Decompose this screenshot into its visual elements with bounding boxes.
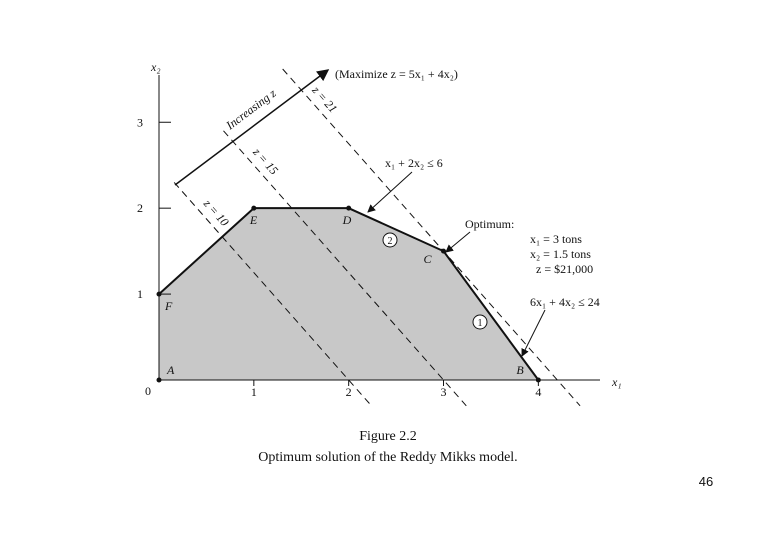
vertex bbox=[441, 248, 447, 254]
constraint-label: x₁ + 2x₂ ≤ 6 bbox=[385, 156, 443, 170]
objective-line-label: z = 10 bbox=[200, 196, 232, 229]
constraint-marker-circle bbox=[472, 314, 488, 330]
optimum-text: z = $21,000 bbox=[536, 262, 593, 276]
objective-line-label: z = 21 bbox=[309, 82, 341, 115]
optimum-text: Optimum: bbox=[465, 217, 514, 231]
vertex-label: C bbox=[424, 252, 433, 266]
vertex-label: A bbox=[166, 363, 175, 377]
caption-text: Optimum solution of the Reddy Mikks mode… bbox=[258, 450, 517, 465]
constraint-leader bbox=[521, 309, 546, 357]
constraint-marker-circle bbox=[382, 232, 398, 248]
y-tick-label: 3 bbox=[137, 115, 143, 129]
y-tick-label: 1 bbox=[137, 287, 143, 301]
vertex-label: E bbox=[249, 213, 258, 227]
vertex bbox=[346, 205, 352, 211]
vertex bbox=[535, 377, 541, 383]
optimum-text: x₁ = 3 tons bbox=[530, 232, 582, 246]
vertex-label: F bbox=[164, 299, 173, 313]
y-tick-label: 2 bbox=[137, 201, 143, 215]
x-tick-label: 2 bbox=[346, 385, 352, 399]
constraint-marker: 2 bbox=[388, 236, 393, 247]
x-tick-label: 4 bbox=[535, 385, 541, 399]
constraint-label: 6x₁ + 4x₂ ≤ 24 bbox=[530, 295, 600, 309]
objective-line-label: z = 15 bbox=[250, 144, 282, 177]
optimum-text: x₂ = 1.5 tons bbox=[530, 247, 591, 261]
objective-line bbox=[282, 68, 581, 407]
objective-line bbox=[223, 130, 467, 407]
vertex-label: D bbox=[342, 213, 352, 227]
vertex bbox=[156, 291, 162, 297]
objective-text: (Maximize z = 5x₁ + 4x₂) bbox=[335, 67, 458, 81]
x-tick-label: 3 bbox=[441, 385, 447, 399]
vertex-label: B bbox=[516, 363, 524, 377]
y-axis-label: x₂ bbox=[150, 60, 161, 74]
caption-title: Figure 2.2 bbox=[359, 429, 417, 444]
vertex bbox=[251, 205, 257, 211]
objective-line bbox=[173, 182, 372, 407]
page-number: 46 bbox=[699, 474, 713, 489]
optimum-leader bbox=[445, 231, 471, 253]
origin-label: 0 bbox=[145, 384, 151, 398]
x-axis-label: x₁ bbox=[611, 375, 622, 389]
constraint-leader bbox=[367, 171, 413, 213]
x-tick-label: 1 bbox=[251, 385, 257, 399]
vertex bbox=[156, 377, 162, 383]
direction-label: Increasing z bbox=[223, 86, 279, 133]
constraint-marker: 1 bbox=[478, 318, 483, 329]
direction-arrow bbox=[174, 69, 330, 186]
